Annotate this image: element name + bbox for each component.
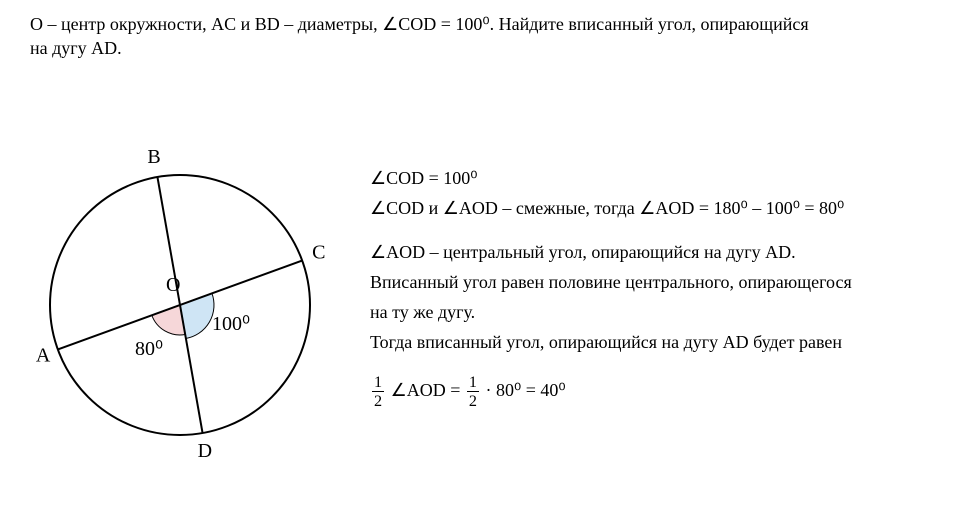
- sol-line-1: ∠COD = 100⁰: [370, 165, 955, 191]
- geometry-diagram: O A B C D 100⁰ 80⁰: [20, 95, 340, 495]
- label-angle-80: 80⁰: [135, 338, 163, 360]
- label-c: C: [312, 242, 325, 264]
- fraction-half-1: 1 2: [372, 374, 384, 409]
- fraction-half-2: 1 2: [467, 374, 479, 409]
- label-a: A: [36, 344, 51, 366]
- sol-line-6: Тогда вписанный угол, опирающийся на дуг…: [370, 329, 955, 355]
- problem-statement: O – центр окружности, AC и BD – диаметры…: [30, 12, 950, 61]
- page-root: O – центр окружности, AC и BD – диаметры…: [0, 0, 979, 513]
- label-o: O: [166, 274, 180, 296]
- sol7-mid: ∠AOD =: [386, 379, 465, 399]
- sol7-end: · 80⁰ = 40⁰: [481, 379, 566, 399]
- sol-line-5: на ту же дугу.: [370, 299, 955, 325]
- sol-line-3: ∠AOD – центральный угол, опирающийся на …: [370, 239, 955, 265]
- problem-line-1: O – центр окружности, AC и BD – диаметры…: [30, 14, 809, 34]
- diagram-svg: O A B C D 100⁰ 80⁰: [20, 95, 340, 495]
- label-b: B: [147, 146, 160, 168]
- label-d: D: [198, 440, 212, 462]
- sol-line-7: 1 2 ∠AOD = 1 2 · 80⁰ = 40⁰: [370, 374, 955, 409]
- label-angle-100: 100⁰: [212, 313, 250, 335]
- solution-block: ∠COD = 100⁰ ∠COD и ∠AOD – смежные, тогда…: [370, 165, 955, 413]
- problem-line-2: на дугу AD.: [30, 38, 122, 58]
- sol-line-2: ∠COD и ∠AOD – смежные, тогда ∠AOD = 180⁰…: [370, 195, 955, 221]
- sol-line-4: Вписанный угол равен половине центрально…: [370, 269, 955, 295]
